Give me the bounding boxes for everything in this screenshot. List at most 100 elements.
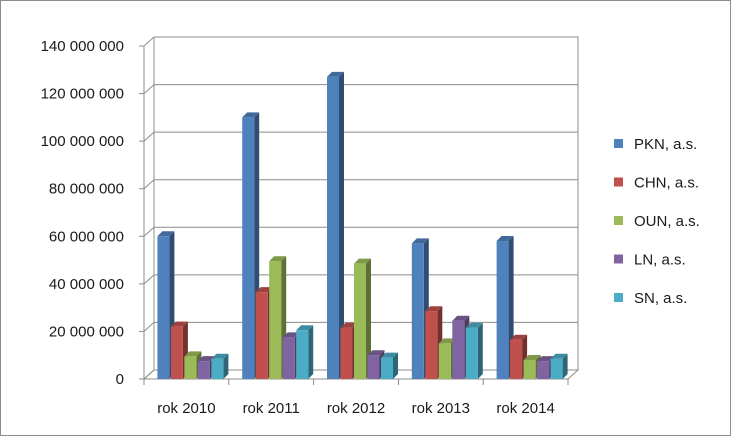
bar-top [327, 71, 344, 77]
bar-top [354, 258, 371, 264]
y-tick-label: 60 000 000 [49, 228, 124, 245]
wall-diagonal [143, 369, 155, 380]
bar-side [223, 353, 229, 379]
bar-front [242, 117, 255, 379]
bar [381, 352, 398, 379]
x-tick-label: rok 2010 [157, 400, 215, 417]
bar-top [523, 354, 541, 360]
bar-front [157, 236, 170, 379]
y-tick-label: 80 000 000 [49, 181, 124, 198]
legend-swatch [614, 254, 623, 264]
bar-front [411, 243, 424, 379]
legend-label: LN, a.s. [634, 252, 686, 269]
bar-front [452, 320, 465, 379]
bar [170, 321, 188, 379]
bar-top [465, 322, 483, 328]
legend-swatch [614, 293, 623, 302]
y-tick-label: 0 [116, 371, 124, 388]
bar [211, 353, 229, 379]
x-tick-label: rok 2013 [412, 400, 470, 417]
bar [242, 112, 260, 379]
bar-side [366, 258, 371, 379]
bar-top [296, 325, 314, 331]
legend-swatch [614, 177, 623, 187]
legend-item: SN, a.s. [614, 290, 687, 307]
legend-item: OUN, a.s. [614, 213, 700, 230]
bar-front [381, 357, 393, 379]
bar [425, 306, 443, 379]
bar-top [157, 231, 175, 237]
bar-front [255, 292, 268, 379]
bar-top [411, 238, 429, 244]
legend-swatch [614, 216, 623, 225]
bar-front [510, 339, 523, 379]
bar-top [255, 287, 273, 293]
bar-top [282, 332, 300, 338]
bar-front [550, 358, 563, 379]
x-tick-label: rok 2014 [496, 400, 554, 417]
legend-label: CHN, a.s. [634, 175, 699, 192]
y-tick-label: 140 000 000 [41, 38, 124, 55]
x-tick-label: rok 2012 [327, 400, 385, 417]
bar [354, 258, 371, 379]
bar-side [562, 353, 568, 379]
bar-side [393, 352, 398, 379]
bar-front [340, 327, 353, 379]
bar-front [354, 263, 366, 379]
bar-top [537, 356, 555, 362]
bar-side [477, 322, 483, 379]
bar [550, 353, 568, 379]
y-tick-label: 20 000 000 [49, 323, 124, 340]
bar-top [197, 356, 215, 362]
legend-item: LN, a.s. [614, 252, 686, 269]
bar-side [339, 71, 344, 380]
bar-front [296, 330, 309, 379]
bar [327, 71, 344, 380]
y-tick-label: 120 000 000 [41, 86, 124, 103]
bar-top [425, 306, 443, 312]
bar-front [269, 261, 282, 379]
bar-top [184, 351, 202, 357]
bar-top [340, 322, 358, 328]
bar-front [537, 361, 550, 379]
bar-front [170, 326, 183, 379]
x-tick-label: rok 2011 [243, 400, 300, 417]
bar-top [242, 112, 260, 118]
wall-diagonal [143, 322, 155, 332]
bar-top [381, 352, 398, 358]
wall-diagonal [143, 179, 155, 190]
wall-diagonal [143, 84, 155, 94]
wall-diagonal [143, 36, 155, 47]
bar-front [425, 311, 438, 379]
bar-top [438, 338, 456, 344]
bar-front [211, 358, 224, 379]
bar-front [282, 337, 295, 379]
bar-side [308, 325, 314, 379]
bar-front [438, 343, 451, 379]
bar-front [523, 359, 536, 379]
legend-item: PKN, a.s. [614, 136, 697, 153]
bar-front [184, 356, 197, 379]
bar-top [269, 256, 287, 262]
wall-diagonal [143, 274, 155, 285]
legend-label: SN, a.s. [634, 290, 687, 307]
bar-top [452, 315, 470, 321]
legend-label: PKN, a.s. [634, 136, 697, 153]
y-tick-label: 40 000 000 [49, 276, 124, 293]
bar [465, 322, 483, 379]
bar-top [550, 353, 568, 359]
bar-front [496, 241, 509, 379]
bar-front [465, 327, 478, 379]
bar-front [367, 355, 380, 379]
wall-diagonal [143, 226, 155, 237]
wall-diagonal [143, 131, 155, 142]
bar-top [211, 353, 229, 359]
bar-front [327, 76, 339, 380]
legend-label: OUN, a.s. [634, 213, 700, 230]
bar-top [367, 350, 385, 356]
bar-front [197, 361, 210, 379]
y-tick-label: 100 000 000 [41, 133, 124, 150]
bar-top [496, 236, 514, 242]
